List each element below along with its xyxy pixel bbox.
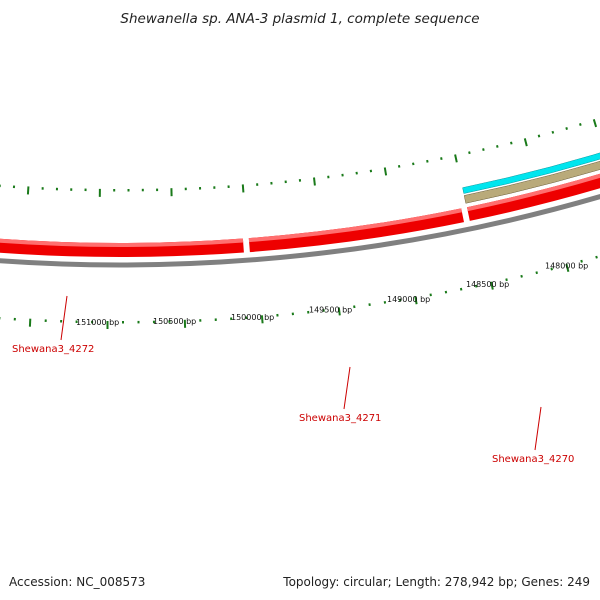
minor-tick xyxy=(551,130,555,134)
minor-tick xyxy=(468,151,471,155)
gene-leader-line xyxy=(60,295,68,341)
scale-label: 149500 bp xyxy=(309,306,352,315)
minor-tick xyxy=(412,162,415,166)
gene-arrow-shade xyxy=(467,173,600,212)
gene-arrow-shade xyxy=(248,208,462,243)
minor-tick xyxy=(397,164,401,168)
scale-label: 150500 bp xyxy=(153,317,196,326)
minor-tick xyxy=(550,267,553,271)
accession-label: Accession: NC_008573 xyxy=(9,575,145,589)
minor-tick xyxy=(510,141,513,145)
minor-tick xyxy=(520,274,523,278)
major-tick xyxy=(454,154,458,163)
major-tick xyxy=(337,307,341,316)
minor-tick xyxy=(565,127,568,130)
gene-arrow-tan xyxy=(463,160,600,204)
major-tick xyxy=(490,281,494,290)
minor-tick xyxy=(426,159,429,163)
major-tick xyxy=(260,315,264,324)
major-tick xyxy=(313,177,316,186)
major-tick xyxy=(26,186,30,195)
minor-tick xyxy=(535,271,538,275)
backbone-line xyxy=(0,193,600,268)
map-title: Shewanella sp. ANA-3 plasmid 1, complete… xyxy=(120,11,479,27)
minor-tick xyxy=(459,287,463,291)
gene-leader-line xyxy=(343,366,351,410)
backbone-gap xyxy=(0,191,600,262)
scale-label: 148500 bp xyxy=(466,280,509,289)
major-tick xyxy=(523,138,528,147)
minor-tick xyxy=(475,284,478,288)
outer-scale-ticks xyxy=(0,255,598,329)
gene-label: Shewana3_4272 xyxy=(12,344,94,355)
minor-tick xyxy=(444,290,448,294)
minor-tick xyxy=(580,259,583,263)
minor-tick xyxy=(595,255,598,259)
minor-tick xyxy=(496,144,499,148)
gene-leader-line xyxy=(534,406,542,451)
scale-label: 151000 bp xyxy=(76,318,119,327)
gene-label: Shewana3_4270 xyxy=(492,454,574,465)
scale-label: 148000 bp xyxy=(545,262,588,271)
gene-labels: Shewana3_4272 Shewana3_4271 Shewana3_4270 xyxy=(12,295,574,465)
scale-label: 150000 bp xyxy=(231,313,274,322)
minor-tick xyxy=(537,134,541,138)
topology-summary: Topology: circular; Length: 278,942 bp; … xyxy=(282,575,590,589)
major-tick xyxy=(565,263,570,272)
inner-scale-ticks xyxy=(0,119,598,197)
major-tick xyxy=(383,167,388,176)
plasmid-backbone xyxy=(0,191,600,268)
minor-tick xyxy=(482,148,485,152)
minor-tick xyxy=(505,278,508,282)
secondary-gene-track xyxy=(462,152,600,204)
minor-tick xyxy=(440,157,443,160)
gene-track xyxy=(0,173,600,257)
scale-label: 149000 bp xyxy=(387,295,430,304)
gene-arrow-shade xyxy=(0,238,244,247)
major-tick xyxy=(592,119,598,128)
gene-arrow-cyan xyxy=(462,152,600,194)
scale-labels: 151000 bp 150500 bp 150000 bp 149500 bp 1490… xyxy=(76,262,588,327)
gene-label: Shewana3_4271 xyxy=(299,413,381,424)
minor-tick xyxy=(579,123,582,126)
major-tick xyxy=(414,296,418,305)
major-tick xyxy=(241,184,245,193)
